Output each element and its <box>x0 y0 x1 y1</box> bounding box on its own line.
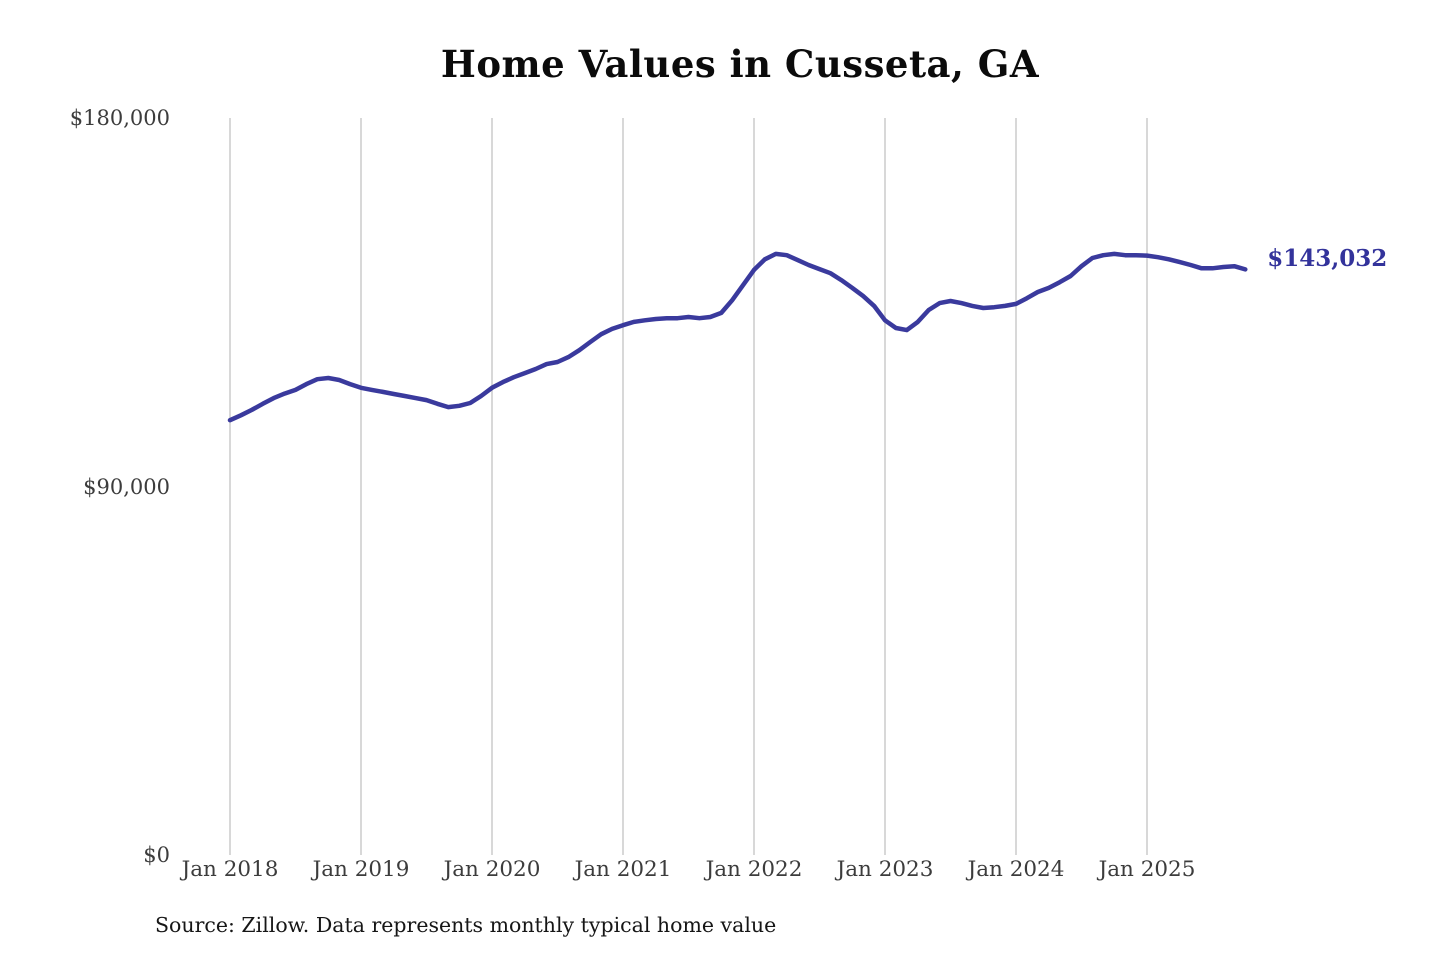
x-axis-tick-label: Jan 2024 <box>967 857 1065 882</box>
x-axis-tick-label: Jan 2019 <box>312 857 410 882</box>
x-axis-tick-label: Jan 2020 <box>443 857 541 882</box>
chart-title: Home Values in Cusseta, GA <box>440 42 1040 86</box>
x-axis-tick-label: Jan 2023 <box>836 857 934 882</box>
series-end-value-label: $143,032 <box>1267 245 1388 273</box>
x-axis-tick-label: Jan 2025 <box>1098 857 1196 882</box>
x-axis-tick-label: Jan 2021 <box>574 857 672 882</box>
source-note: Source: Zillow. Data represents monthly … <box>155 913 777 937</box>
y-axis-tick-label: $0 <box>143 843 170 867</box>
y-axis-tick-label: $90,000 <box>83 474 170 499</box>
home-value-line <box>227 251 1248 423</box>
y-axis-tick-label: $180,000 <box>69 106 170 130</box>
x-axis-tick-label: Jan 2018 <box>181 857 279 882</box>
x-axis-tick-label: Jan 2022 <box>705 857 803 882</box>
